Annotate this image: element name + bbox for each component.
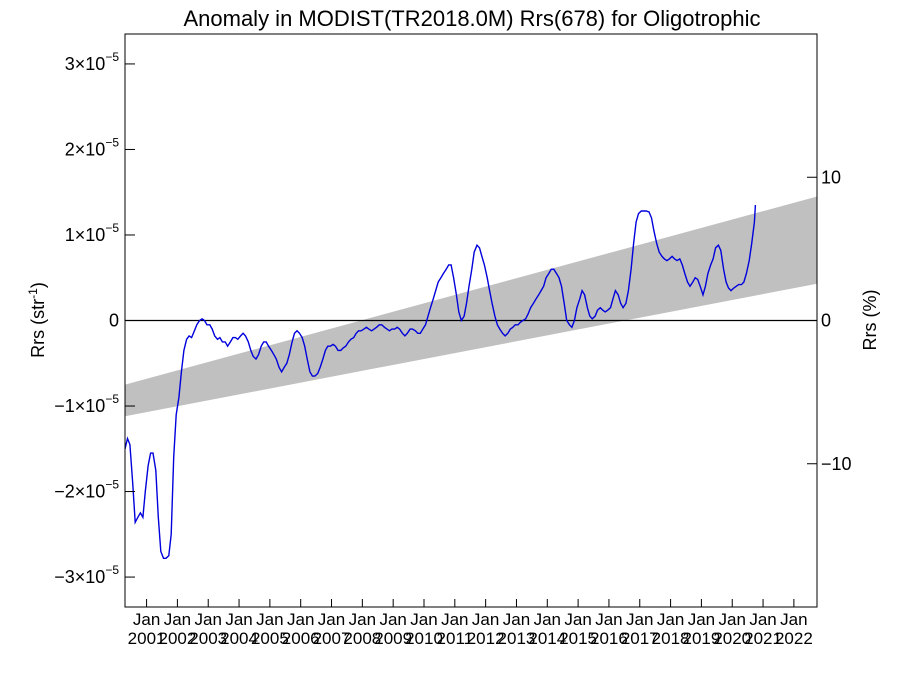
x-tick-year-10: 2011 <box>437 629 474 648</box>
x-tick-year-1: 2002 <box>158 629 196 648</box>
y-tick-label-4: −1×10−5 <box>54 392 119 416</box>
x-tick-year-13: 2014 <box>528 629 566 648</box>
x-tick-month-21: Jan <box>780 610 807 629</box>
y-axis-right: 10 0 −10 <box>807 167 852 474</box>
x-tick-year-17: 2018 <box>652 629 690 648</box>
x-tick-month-20: Jan <box>749 610 776 629</box>
x-tick-month-6: Jan <box>318 610 345 629</box>
x-tick-year-6: 2007 <box>313 629 351 648</box>
x-tick-year-20: 2021 <box>744 629 782 648</box>
plot-area <box>124 196 817 559</box>
x-tick-month-13: Jan <box>534 610 561 629</box>
series-line-0 <box>124 204 757 559</box>
x-tick-year-0: 2001 <box>128 629 166 648</box>
trend-band <box>125 196 817 417</box>
x-tick-month-14: Jan <box>564 610 591 629</box>
x-tick-month-11: Jan <box>472 610 499 629</box>
x-tick-month-8: Jan <box>379 610 406 629</box>
x-tick-month-17: Jan <box>657 610 684 629</box>
x-tick-year-16: 2017 <box>621 629 659 648</box>
y-axis-right-label: Rrs (%) <box>860 290 880 351</box>
chart-title: Anomaly in MODIST(TR2018.0M) Rrs(678) fo… <box>183 6 760 31</box>
y-tick-label-1: 2×10−5 <box>65 135 120 159</box>
x-tick-month-9: Jan <box>410 610 437 629</box>
y-axis-left: 3×10−5 2×10−5 1×10−5 0 −1×10−5 −2×10−5 −3×10−5 <box>54 50 135 587</box>
x-tick-month-12: Jan <box>503 610 530 629</box>
x-tick-year-8: 2009 <box>374 629 412 648</box>
x-tick-year-3: 2004 <box>220 629 258 648</box>
x-tick-year-21: 2022 <box>775 629 813 648</box>
y-tick-label-3: 0 <box>109 311 119 331</box>
x-tick-month-16: Jan <box>626 610 653 629</box>
x-tick-year-9: 2010 <box>405 629 443 648</box>
y-tick-label-0: 3×10−5 <box>65 50 120 74</box>
y2-tick-label-1: 0 <box>821 311 831 331</box>
x-tick-year-12: 2013 <box>498 629 536 648</box>
x-axis: Jan2001Jan2002Jan2003Jan2004Jan2005Jan20… <box>128 599 813 648</box>
x-tick-year-5: 2006 <box>282 629 320 648</box>
y2-tick-label-0: 10 <box>821 167 841 187</box>
x-tick-year-19: 2020 <box>713 629 751 648</box>
x-tick-month-7: Jan <box>349 610 376 629</box>
x-tick-year-14: 2015 <box>559 629 597 648</box>
x-tick-month-5: Jan <box>287 610 314 629</box>
x-tick-year-7: 2008 <box>343 629 381 648</box>
x-tick-month-2: Jan <box>195 610 222 629</box>
y2-tick-label-2: −10 <box>821 454 852 474</box>
x-tick-year-4: 2005 <box>251 629 289 648</box>
x-tick-year-15: 2016 <box>590 629 628 648</box>
x-tick-year-18: 2019 <box>682 629 720 648</box>
y-tick-label-5: −2×10−5 <box>54 478 119 502</box>
y-tick-label-6: −3×10−5 <box>54 563 119 587</box>
y-axis-left-label: Rrs (str-1) <box>26 282 48 358</box>
x-tick-month-0: Jan <box>133 610 160 629</box>
x-tick-month-4: Jan <box>256 610 283 629</box>
x-tick-year-11: 2012 <box>467 629 505 648</box>
x-tick-month-10: Jan <box>441 610 468 629</box>
x-tick-month-15: Jan <box>595 610 622 629</box>
x-tick-month-1: Jan <box>164 610 191 629</box>
x-tick-year-2: 2003 <box>189 629 227 648</box>
x-tick-month-19: Jan <box>719 610 746 629</box>
y-tick-label-2: 1×10−5 <box>65 221 120 245</box>
x-tick-month-3: Jan <box>225 610 252 629</box>
x-tick-month-18: Jan <box>688 610 715 629</box>
